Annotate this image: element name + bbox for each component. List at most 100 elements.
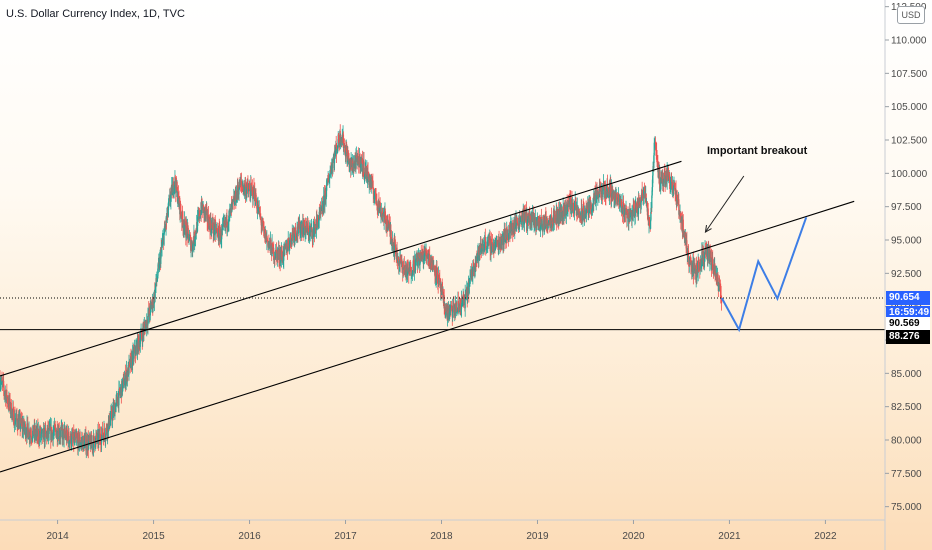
candle-body — [313, 227, 315, 229]
candle-body — [484, 236, 486, 242]
candle-body — [275, 249, 277, 258]
candle-body — [483, 242, 486, 251]
y-tick-label: 107.500 — [891, 69, 928, 80]
candle-body — [650, 219, 652, 229]
candle-body — [310, 229, 312, 233]
candle-body — [640, 202, 642, 206]
candle-body — [469, 281, 471, 284]
candle-body — [146, 319, 148, 325]
candle-body — [648, 221, 651, 223]
candle-body — [290, 233, 292, 242]
candle-body — [51, 431, 53, 438]
candle-body — [365, 166, 367, 179]
candle-body — [653, 155, 655, 168]
candle-body — [540, 216, 542, 226]
candle-body — [676, 195, 678, 197]
candle-body — [185, 224, 187, 238]
candle-body — [135, 346, 137, 356]
candle-body — [33, 434, 35, 437]
candle-body — [631, 211, 633, 220]
candle-body — [244, 184, 247, 196]
candle-body — [250, 183, 252, 198]
candle-body — [457, 300, 459, 312]
candle-body — [462, 299, 464, 301]
candle-body — [363, 160, 365, 177]
candle-body — [157, 275, 159, 280]
candle-body — [339, 130, 341, 143]
candle-body — [671, 188, 673, 190]
candle-body — [412, 260, 415, 262]
candle-body — [602, 183, 605, 187]
candle-body — [645, 203, 648, 204]
candle-body — [282, 260, 284, 262]
candle-body — [613, 195, 615, 204]
candle-body — [307, 227, 309, 236]
candle-body — [643, 188, 646, 191]
candle-body — [188, 236, 191, 241]
y-tick-label: 102.500 — [891, 136, 928, 147]
candle-body — [364, 173, 366, 176]
candle-body — [125, 381, 127, 386]
candle-body — [30, 433, 32, 435]
candle-body — [192, 242, 194, 252]
candle-body — [273, 247, 275, 261]
candle-body — [378, 200, 380, 208]
candle-body — [358, 160, 360, 168]
x-tick-label: 2015 — [142, 531, 165, 542]
candle-body — [673, 185, 675, 187]
candle-body — [625, 208, 628, 215]
candle-body — [105, 429, 107, 437]
candle-body — [531, 213, 534, 221]
candle-body — [3, 380, 5, 388]
candle-body — [26, 423, 28, 437]
candle-body — [140, 334, 142, 341]
candle-body — [385, 220, 388, 227]
candle-body — [595, 195, 597, 203]
candle-body — [70, 433, 72, 446]
x-tick-label: 2016 — [238, 531, 261, 542]
candle-body — [598, 184, 601, 198]
y-tick-label: 105.000 — [891, 102, 928, 113]
candle-body — [562, 205, 565, 211]
candle-body — [174, 176, 176, 186]
candle-body — [448, 312, 451, 317]
candle-body — [160, 247, 162, 253]
candle-body — [352, 161, 354, 171]
candle-body — [288, 240, 290, 244]
candle-body — [554, 215, 556, 219]
candle-body — [125, 375, 127, 382]
candle-body — [68, 431, 70, 441]
candle-body — [318, 211, 320, 221]
candle-body — [471, 271, 473, 279]
candle-body — [620, 205, 622, 207]
upper-channel-line — [0, 160, 682, 377]
candle-body — [544, 214, 547, 229]
candle-body — [262, 220, 264, 223]
candle-body — [318, 220, 320, 222]
candle-body — [627, 211, 629, 213]
candle-body — [376, 201, 378, 205]
candle-body — [485, 241, 487, 249]
candle-body — [100, 439, 102, 444]
currency-button[interactable]: USD — [897, 6, 925, 24]
candle-body — [577, 211, 579, 215]
candle-body — [638, 198, 640, 201]
candle-body — [255, 201, 257, 203]
candle-body — [29, 433, 31, 437]
candle-body — [115, 397, 118, 400]
candle-body — [332, 157, 334, 161]
candle-body — [570, 195, 572, 204]
candle-body — [659, 171, 661, 188]
candle-body — [71, 435, 73, 445]
candle-body — [508, 226, 511, 231]
candle-body — [356, 155, 358, 158]
candle-body — [584, 211, 586, 216]
candle-body — [668, 174, 671, 183]
candle-body — [462, 296, 465, 302]
candle-body — [23, 427, 26, 429]
candle-body — [317, 217, 319, 223]
candle-body — [430, 258, 432, 263]
candle-body — [614, 200, 616, 204]
candle-body — [667, 167, 669, 181]
